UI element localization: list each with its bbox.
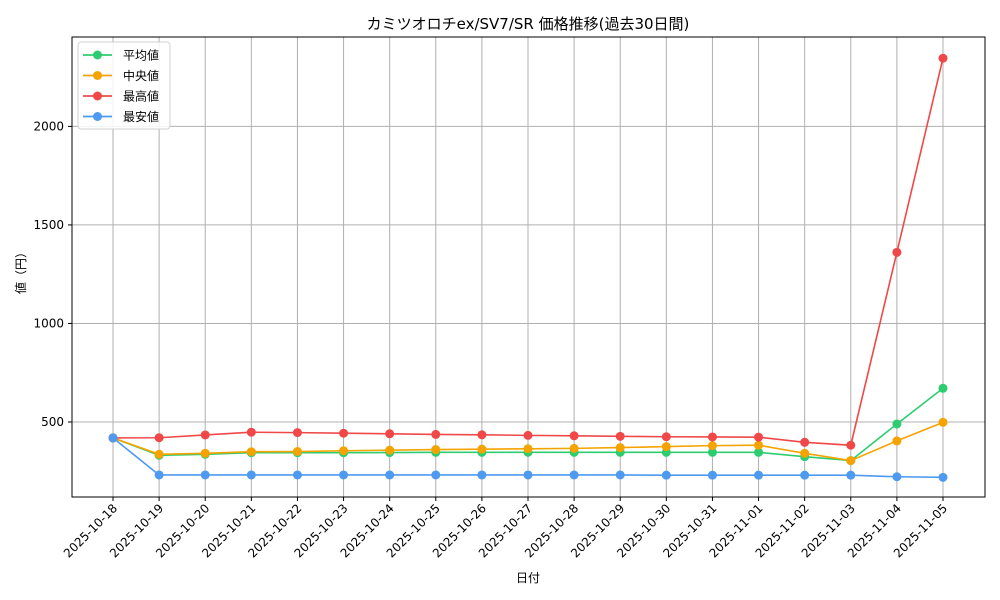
data-point-marker: [108, 433, 118, 443]
legend-item: 平均値: [83, 48, 159, 63]
legend-item: 最安値: [83, 109, 159, 124]
data-point-marker: [200, 430, 210, 440]
data-point-marker: [661, 470, 671, 480]
data-point-marker: [707, 447, 717, 457]
data-point-marker: [800, 470, 810, 480]
series-2: [108, 53, 948, 450]
data-point-marker: [477, 444, 487, 454]
data-point-marker: [154, 433, 164, 443]
data-point-marker: [431, 445, 441, 455]
legend-marker-icon: [93, 50, 102, 60]
data-point-marker: [339, 446, 349, 456]
data-point-marker: [800, 437, 810, 447]
data-point-marker: [431, 470, 441, 480]
data-point-marker: [707, 441, 717, 451]
data-point-marker: [938, 472, 948, 482]
data-point-marker: [569, 470, 579, 480]
data-point-marker: [754, 470, 764, 480]
legend-marker-icon: [93, 71, 102, 80]
y-axis-ticks: 500 1000 1500 2000: [33, 119, 72, 429]
data-point-marker: [615, 443, 625, 453]
data-point-marker: [846, 456, 856, 466]
data-point-marker: [569, 431, 579, 441]
data-point-marker: [754, 447, 764, 457]
data-point-marker: [938, 383, 948, 393]
data-point-marker: [154, 449, 164, 459]
y-axis-label: 値（円）: [13, 246, 28, 294]
data-point-marker: [661, 442, 671, 452]
data-point-marker: [292, 447, 302, 457]
data-point-marker: [246, 470, 256, 480]
data-point-marker: [892, 472, 902, 482]
legend-marker-icon: [93, 112, 102, 121]
series-3: [108, 433, 948, 482]
series-layer: [108, 53, 948, 482]
data-point-marker: [292, 428, 302, 438]
legend-item: 中央値: [83, 68, 159, 83]
y-tick-label: 1000: [33, 316, 64, 330]
data-point-marker: [385, 445, 395, 455]
data-point-marker: [569, 443, 579, 453]
legend-marker-icon: [93, 91, 102, 101]
legend-label: 最安値: [123, 109, 159, 124]
data-point-marker: [661, 432, 671, 442]
data-point-marker: [339, 428, 349, 438]
y-tick-label: 2000: [33, 119, 64, 133]
legend-label: 最高値: [123, 89, 159, 104]
legend-label: 中央値: [123, 68, 159, 83]
data-point-marker: [754, 440, 764, 450]
data-point-marker: [846, 470, 856, 480]
data-point-marker: [246, 427, 256, 437]
legend-label: 平均値: [123, 48, 159, 63]
data-point-marker: [339, 470, 349, 480]
data-point-marker: [754, 432, 764, 442]
data-point-marker: [892, 436, 902, 446]
data-point-marker: [615, 470, 625, 480]
legend-item: 最高値: [83, 89, 159, 104]
data-point-marker: [431, 429, 441, 439]
y-tick-label: 500: [41, 415, 64, 429]
data-point-marker: [892, 419, 902, 429]
data-point-marker: [707, 470, 717, 480]
chart-title: カミツオロチex/SV7/SR 価格推移(過去30日間): [367, 15, 690, 33]
data-point-marker: [477, 430, 487, 440]
data-point-marker: [385, 470, 395, 480]
y-tick-label: 1500: [33, 218, 64, 232]
data-point-marker: [615, 431, 625, 441]
data-point-marker: [292, 470, 302, 480]
data-point-marker: [246, 447, 256, 457]
data-point-marker: [154, 470, 164, 480]
data-point-marker: [523, 444, 533, 454]
data-point-marker: [200, 448, 210, 458]
data-point-marker: [523, 470, 533, 480]
legend-box: [77, 41, 171, 130]
data-point-marker: [707, 432, 717, 442]
data-point-marker: [477, 470, 487, 480]
data-point-marker: [938, 417, 948, 427]
data-point-marker: [938, 53, 948, 63]
data-point-marker: [892, 247, 902, 257]
x-axis-label: 日付: [516, 571, 540, 585]
data-point-marker: [385, 429, 395, 439]
data-point-marker: [800, 448, 810, 458]
data-point-marker: [200, 470, 210, 480]
data-point-marker: [846, 440, 856, 450]
data-point-marker: [523, 430, 533, 440]
